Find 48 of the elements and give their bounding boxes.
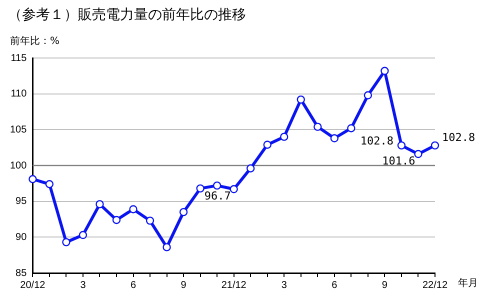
point (45, 180, 54, 188)
data-label: 102.8 (360, 134, 394, 148)
x-tick-label: 22/12 (422, 280, 448, 291)
y-tick-label: 95 (16, 196, 28, 208)
point (179, 208, 188, 216)
x-tick-label: 6 (130, 280, 136, 291)
point (296, 95, 305, 104)
point (364, 91, 372, 100)
point (129, 205, 138, 214)
point (380, 66, 389, 75)
point (78, 230, 88, 240)
y-tick-label: 110 (10, 88, 28, 100)
point (414, 150, 422, 158)
x-tick-label: 9 (382, 280, 388, 291)
data-label: 102.8 (442, 130, 476, 144)
point (112, 216, 121, 224)
point (397, 141, 406, 150)
x-axis-title: 年月 (458, 277, 478, 290)
y-tick-label: 100 (10, 160, 28, 172)
chart-title: （参考１）販売電力量の前年比の推移 (8, 6, 246, 24)
point (314, 122, 322, 131)
x-tick-label: 21/12 (221, 280, 247, 291)
point (263, 140, 272, 149)
point (246, 164, 255, 172)
y-axis-title: 前年比：% (10, 34, 60, 48)
y-tick-label: 105 (10, 124, 28, 136)
data-label: 96.7 (204, 190, 231, 203)
point (230, 185, 238, 194)
point (196, 184, 204, 193)
x-tick-label: 3 (281, 280, 288, 291)
point (146, 216, 154, 225)
point (430, 141, 440, 150)
point (212, 181, 222, 190)
x-tick-label: 20/12 (20, 280, 46, 291)
point (28, 175, 37, 184)
point (347, 124, 356, 132)
x-tick-label: 9 (180, 280, 187, 291)
y-tick-label: 115 (10, 52, 28, 64)
data-label: 101.6 (382, 154, 416, 168)
point (62, 238, 70, 246)
x-tick-label: 3 (80, 280, 86, 291)
y-tick-label: 90 (16, 232, 28, 243)
point (96, 200, 104, 208)
point (330, 134, 339, 142)
y-tick-label: 85 (16, 268, 28, 279)
point (162, 243, 171, 252)
point (280, 132, 288, 141)
x-tick-label: 6 (332, 280, 338, 291)
